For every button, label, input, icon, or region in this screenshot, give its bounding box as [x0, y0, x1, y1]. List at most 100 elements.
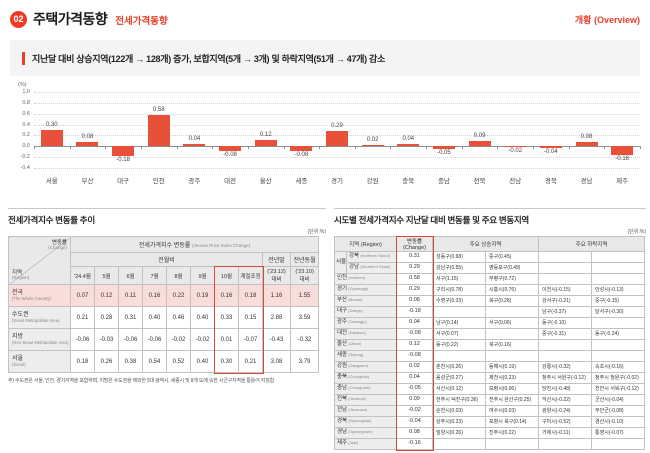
corner-region-label: 지역 (Region): [12, 270, 30, 281]
bar-value-label: 0.30: [45, 122, 58, 128]
axis-tick: [426, 146, 428, 150]
axis-tick: [461, 146, 463, 150]
region-cell: 충북 (Chungbuk): [334, 372, 397, 384]
change-cell: 0.08: [396, 427, 433, 439]
corner-change-label: 변동률 (Change): [48, 240, 67, 251]
left-section-title: 전세가격지수 변동률 추이: [8, 215, 95, 225]
value-cell: 0.30: [214, 350, 239, 373]
regional-detail-table: 지역 (Region) 변동률 (Change) 주요 상승지역 주요 하락지역…: [334, 236, 646, 450]
rising-area-cell: 포항시 북구(0.14): [484, 416, 540, 428]
left-table-unit-label: (단위:%): [307, 229, 326, 235]
axis-tick: [34, 146, 35, 150]
falling-area-cell: 동구(-0.10): [538, 317, 593, 329]
falling-area-cell: 중구(-0.15): [591, 295, 646, 307]
falling-area-cell: 구미시(-0.52): [538, 416, 593, 428]
bar-전북: [468, 141, 491, 147]
col-header-vs-dec: ('23.12) 대비: [262, 266, 291, 285]
falling-area-cell: 남구(-0.37): [538, 306, 593, 318]
value-cell: 0.21: [70, 306, 95, 329]
region-name: 경기: [337, 286, 348, 293]
change-cell: 0.09: [396, 394, 433, 406]
bar-value-label: 0.12: [259, 131, 272, 138]
axis-tick: [533, 146, 535, 150]
change-cell: -0.02: [396, 405, 433, 417]
gridline: [34, 146, 640, 148]
rising-area-cell: 동구(0.22): [432, 339, 486, 351]
x-axis-label: 서울: [45, 178, 58, 185]
value-cell: 0.12: [94, 284, 119, 307]
gridline: [34, 124, 640, 126]
region-name: 부산: [337, 297, 348, 304]
col-header-vs-oct-lastyear: ('23.10) 대비: [289, 266, 320, 285]
rising-area-cell: 전주시 완산구(0.25): [484, 394, 540, 406]
table-row: 서울 강북 (Northern Seoul) 0.31 성동구(0.68) 중구(0.4…: [334, 251, 646, 274]
value-cell: 0.01: [214, 328, 239, 351]
value-cell: 0.11: [118, 284, 143, 307]
bar-광주: [183, 144, 206, 147]
table-row: 대구 (Daegu) -0.18 남구(-0.37) 달서구(-0.30): [334, 306, 646, 318]
bar-value-label: 0.02: [366, 137, 379, 144]
value-cell: 0.40: [190, 306, 215, 329]
region-name-en: (Gwangju): [347, 319, 367, 325]
value-cell: 0.54: [142, 350, 167, 373]
falling-area-cell: 경산시(-0.10): [591, 416, 646, 428]
falling-area-cell: [538, 251, 593, 263]
value-cell: -0.07: [238, 328, 263, 351]
x-axis-label: 부산: [81, 178, 94, 185]
rising-area-cell: 전주시 덕진구(0.36): [432, 394, 486, 406]
region-name: 전남: [337, 407, 348, 414]
falling-area-cell: 무안군(-0.08): [591, 405, 646, 417]
value-cell: 2.88: [262, 306, 291, 329]
value-cell: 0.18: [70, 350, 95, 373]
region-name: 강북: [349, 253, 360, 260]
bar-부산: [76, 141, 99, 147]
x-axis-label: 충북: [402, 178, 415, 185]
change-cell: -0.08: [396, 328, 433, 340]
falling-area-cell: [591, 273, 646, 285]
falling-area-cell: [591, 262, 646, 274]
col-header-apr: '24.4월: [70, 266, 95, 285]
falling-area-cell: 당진시(-0.48): [538, 383, 593, 395]
region-name-en: (Chungbuk): [347, 374, 370, 380]
region-name: 충북: [337, 374, 348, 381]
bar-인천: [147, 114, 170, 147]
change-cell: 0.29: [396, 284, 433, 296]
bar-충남: [432, 146, 455, 149]
change-cell: -0.18: [396, 306, 433, 318]
col-header-may: 5월: [94, 266, 119, 285]
value-cell: -0.32: [289, 328, 320, 351]
right-section-title: 시도별 전세가격지수 지난달 대비 변동률 및 주요 변동지역: [334, 215, 529, 225]
jeonse-index-trend-section: 전세가격지수 변동률 추이 (단위:%) 변동률 (Change) 지역: [8, 208, 326, 384]
region-cell: 서울 (Seoul): [8, 350, 71, 373]
bar-value-label: -0.16: [615, 155, 630, 162]
table-footnote: 주) 수도권은 서울, 인천, 경기지역을 포함하며, 지방은 수도권을 제외한…: [8, 378, 274, 384]
falling-areas-header: 주요 하락지역: [538, 236, 646, 252]
rising-area-cell: 구리시(0.78): [432, 284, 486, 296]
col-header-jun: 6월: [118, 266, 143, 285]
falling-area-cell: [591, 339, 646, 351]
table-row: 전국 (The Whole Country) 0.07 0.12 0.11 0.16 0.2…: [8, 284, 320, 307]
falling-area-cell: 천안시 서북구(-0.12): [591, 383, 646, 395]
rising-area-cell: 보령시(0.06): [484, 383, 540, 395]
axis-tick: [604, 146, 606, 150]
value-cell: 0.52: [166, 350, 191, 373]
axis-tick: [390, 146, 392, 150]
axis-tick: [319, 146, 321, 150]
table-row: 광주 (Gwangju) 0.04 남구(0.14) 서구(0.06) 동구(-0.10…: [334, 317, 646, 329]
change-cell: 0.02: [396, 361, 433, 373]
region-cell: 전국 (The Whole Country): [8, 284, 71, 307]
rising-area-cell: 수영구(0.33): [432, 295, 486, 307]
bar-세종: [290, 146, 313, 151]
x-axis-label: 세종: [295, 178, 308, 185]
bar-value-label: -0.08: [294, 151, 309, 158]
rising-area-cell: 진주시(0.22): [484, 427, 540, 439]
region-name: 광주: [337, 319, 348, 326]
region-name-en: (The Whole Country): [12, 295, 51, 301]
page-title: 주택가격동향: [33, 11, 108, 27]
bar-강원: [361, 145, 384, 147]
change-cell: -0.05: [396, 383, 433, 395]
region-name-en: (Sejong): [347, 352, 364, 358]
region-name: 전국: [12, 289, 24, 296]
axis-tick: [640, 146, 641, 150]
region-name: 서울: [12, 355, 24, 362]
